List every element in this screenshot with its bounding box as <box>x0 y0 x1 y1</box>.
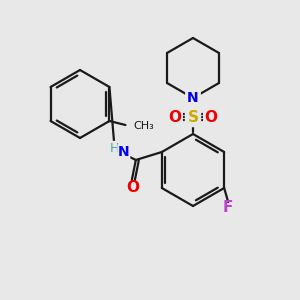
Text: O: O <box>169 110 182 124</box>
Text: N: N <box>187 91 199 105</box>
Text: N: N <box>118 145 130 159</box>
Text: S: S <box>188 110 199 124</box>
Text: CH₃: CH₃ <box>134 121 154 131</box>
Text: F: F <box>223 200 233 215</box>
Text: H: H <box>110 142 119 154</box>
Text: O: O <box>205 110 218 124</box>
Text: O: O <box>126 179 139 194</box>
